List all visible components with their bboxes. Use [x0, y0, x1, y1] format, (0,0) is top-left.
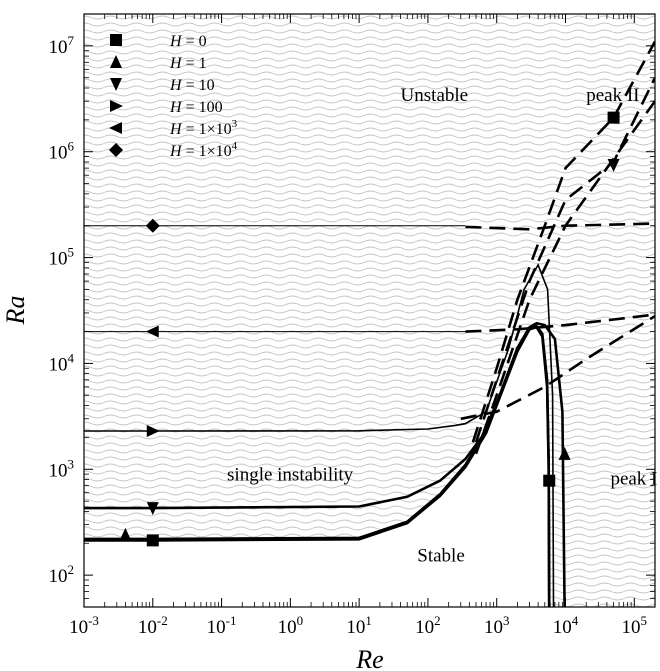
legend-marker-diamond — [109, 143, 123, 157]
legend-marker-square — [110, 34, 122, 46]
legend-entry-label: H = 100 — [169, 99, 223, 116]
series-line-2 — [84, 325, 551, 607]
data-marker-diamond — [145, 218, 160, 233]
x-tick-label: 101 — [346, 613, 372, 638]
legend-marker-triangle-right — [110, 100, 123, 112]
annotations: Unstable peak II single instability Stable p… — [227, 85, 657, 566]
legend-entry-label: H = 10 — [169, 77, 215, 94]
data-marker-triangle-up — [558, 446, 571, 460]
x-axis-label: Re — [355, 645, 383, 671]
legend-entry-label: H = 1×103 — [169, 118, 238, 138]
x-tick-label: 104 — [553, 613, 579, 638]
series-line-10 — [465, 313, 655, 333]
region-annotation: peak I — [610, 468, 657, 489]
data-marker-triangle-up — [119, 527, 132, 541]
x-tick-label: 10-3 — [69, 613, 99, 638]
y-tick-label: 103 — [49, 456, 75, 481]
x-tick-label: 103 — [484, 613, 509, 638]
region-annotation: Stable — [417, 545, 465, 566]
data-marker-triangle-left — [145, 325, 159, 338]
axis-ticks: 10-3 10-2 10-1 100 101 102 103 104 105 102 103 104 1… — [49, 13, 656, 638]
y-tick-label: 105 — [49, 245, 75, 270]
series-line-11 — [465, 222, 655, 231]
y-tick-label: 106 — [49, 139, 75, 164]
series-line-6 — [471, 40, 655, 443]
series-line-7 — [474, 77, 655, 443]
region-annotation: peak II — [586, 85, 639, 106]
y-tick-label: 102 — [49, 562, 75, 587]
legend-entry-label: H = 1 — [169, 55, 207, 72]
marker-group — [119, 111, 620, 547]
plot-frame — [83, 13, 656, 608]
series-line-8 — [474, 100, 655, 455]
unstable-region-hatch — [84, 14, 655, 607]
region-annotation: single instability — [227, 465, 354, 486]
data-marker-triangle-down — [146, 502, 159, 516]
y-tick-label: 107 — [49, 33, 75, 58]
x-tick-label: 105 — [622, 613, 648, 638]
y-tick-label: 104 — [49, 350, 75, 375]
series-line-9 — [460, 314, 655, 421]
legend-entry-label: H = 0 — [169, 33, 207, 50]
data-marker-square — [607, 111, 620, 124]
y-axis-label: Ra — [1, 296, 30, 326]
legend-marker-triangle-up — [110, 55, 122, 68]
x-tick-label: 102 — [415, 613, 441, 638]
legend-marker-triangle-left — [109, 122, 122, 134]
x-tick-label: 10-1 — [207, 613, 237, 638]
legend-entry-label: H = 1×104 — [169, 140, 238, 160]
region-annotation: Unstable — [401, 85, 469, 106]
data-marker-square — [146, 534, 159, 547]
data-marker-triangle-down — [607, 158, 620, 172]
legend-marker-triangle-down — [110, 78, 122, 91]
data-marker-triangle-right — [146, 424, 160, 437]
series-group — [84, 40, 655, 607]
x-tick-label: 10-2 — [138, 613, 168, 638]
x-tick-label: 100 — [278, 613, 304, 638]
data-marker-square — [543, 474, 556, 487]
